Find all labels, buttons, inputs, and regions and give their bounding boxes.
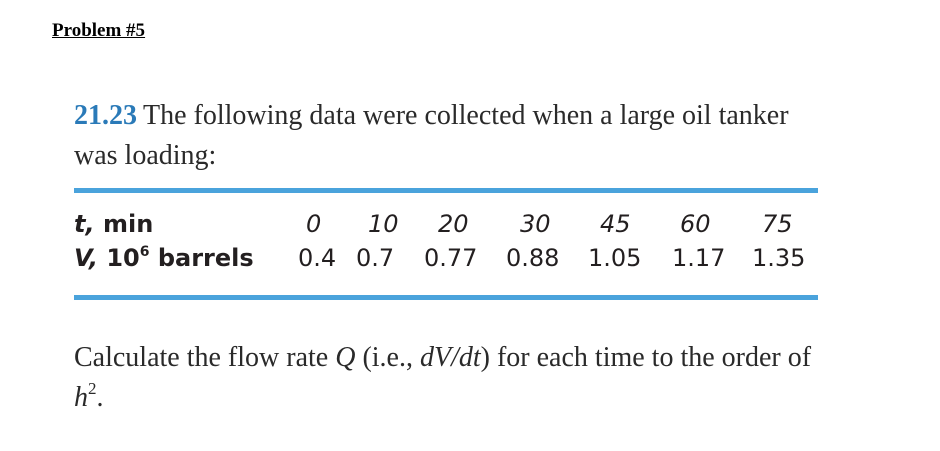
problem-heading: Problem #5 xyxy=(52,20,146,41)
time-unit: min xyxy=(102,210,154,238)
table-cell: 1.05 xyxy=(588,244,642,272)
table-cell: 1.17 xyxy=(672,244,726,272)
problem-statement: 21.23 The following data were collected w… xyxy=(74,96,834,176)
table-cell: 0 xyxy=(306,210,322,238)
table-cell: 0.88 xyxy=(506,244,560,272)
row-label-volume: V, 106 barrels xyxy=(74,244,254,272)
table-cell: 0.7 xyxy=(356,244,395,272)
row-label-time: t, min xyxy=(74,210,153,238)
step-size-exponent: 2 xyxy=(88,379,97,398)
volume-variable: V, xyxy=(74,244,98,272)
table-cell: 10 xyxy=(368,210,399,238)
time-variable: t, xyxy=(74,210,95,238)
table-cell: 1.35 xyxy=(752,244,806,272)
question-part: (i.e., xyxy=(362,342,413,373)
step-size-symbol: h xyxy=(74,382,88,413)
problem-statement-text: The following data were collected when a… xyxy=(74,100,789,171)
table-bottom-rule xyxy=(74,295,818,300)
table-top-rule xyxy=(74,188,818,193)
table-cell: 0.77 xyxy=(424,244,478,272)
volume-unit: barrels xyxy=(157,244,254,272)
table-cell: 60 xyxy=(680,210,711,238)
flow-rate-symbol: Q xyxy=(335,342,356,373)
table-cell: 0.4 xyxy=(298,244,337,272)
data-table: t, min 0 10 20 30 45 60 75 V, 106 barrel… xyxy=(74,210,818,278)
question-text: Calculate the flow rate Q (i.e., dV/dt) … xyxy=(74,338,834,418)
question-end: . xyxy=(96,382,104,413)
table-row-volume: V, 106 barrels 0.4 0.7 0.77 0.88 1.05 1.… xyxy=(74,244,818,278)
volume-unit-exponent: 6 xyxy=(139,244,150,260)
table-cell: 45 xyxy=(600,210,631,238)
table-cell: 20 xyxy=(438,210,469,238)
question-part: ) for each time to the order of xyxy=(480,342,812,373)
question-part: Calculate the flow rate xyxy=(74,342,329,373)
volume-unit-base: 10 xyxy=(106,244,140,272)
table-row-time: t, min 0 10 20 30 45 60 75 xyxy=(74,210,818,244)
derivative-expression: dV/dt xyxy=(419,342,481,373)
problem-number: 21.23 xyxy=(74,100,137,131)
table-cell: 75 xyxy=(762,210,793,238)
table-cell: 30 xyxy=(520,210,551,238)
